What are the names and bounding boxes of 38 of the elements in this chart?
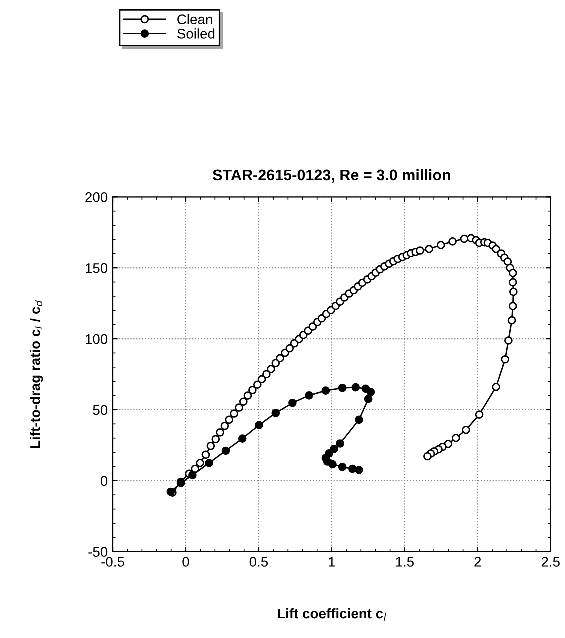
x-tick-label: 1 <box>329 557 336 567</box>
legend-label: Soiled <box>178 28 215 39</box>
x-tick-label: 0 <box>182 557 190 567</box>
point <box>305 391 314 400</box>
point <box>348 464 357 474</box>
x-tick-label: 2 <box>474 557 482 567</box>
point <box>328 460 337 469</box>
point <box>288 399 297 408</box>
y-tick-label: 150 <box>86 263 108 274</box>
point <box>336 440 344 448</box>
chart-title: STAR-2615-0123, Re = 3.0 million <box>213 169 450 183</box>
point <box>364 395 373 404</box>
point <box>366 388 376 396</box>
point <box>355 466 364 474</box>
point <box>205 459 214 468</box>
point <box>338 462 347 472</box>
x-tick-label: -0.5 <box>102 557 124 567</box>
point <box>238 434 247 443</box>
point <box>355 416 364 424</box>
y-tick-label: 100 <box>86 334 108 344</box>
x-axis-title: Lift coefficient c$_{l}$ <box>278 608 386 621</box>
point <box>352 383 360 392</box>
point <box>272 409 280 418</box>
x-tick-label: 2.5 <box>542 557 560 567</box>
point <box>322 386 330 395</box>
y-axis-title: Lift-to-drag ratio c$_{l}$ / c$_{d}$ <box>30 300 44 448</box>
y-tick-label: -50 <box>88 547 108 558</box>
point <box>255 421 264 430</box>
y-tick-label: 50 <box>93 405 108 416</box>
y-tick-label: 200 <box>86 192 108 202</box>
point <box>330 444 338 454</box>
x-tick-label: 0.5 <box>250 557 268 567</box>
x-tick-label: 1.5 <box>396 557 414 567</box>
legend-label: Clean <box>178 14 212 25</box>
point <box>222 446 230 456</box>
point <box>338 384 347 392</box>
y-tick-label: 0 <box>100 476 108 486</box>
point <box>188 471 197 480</box>
